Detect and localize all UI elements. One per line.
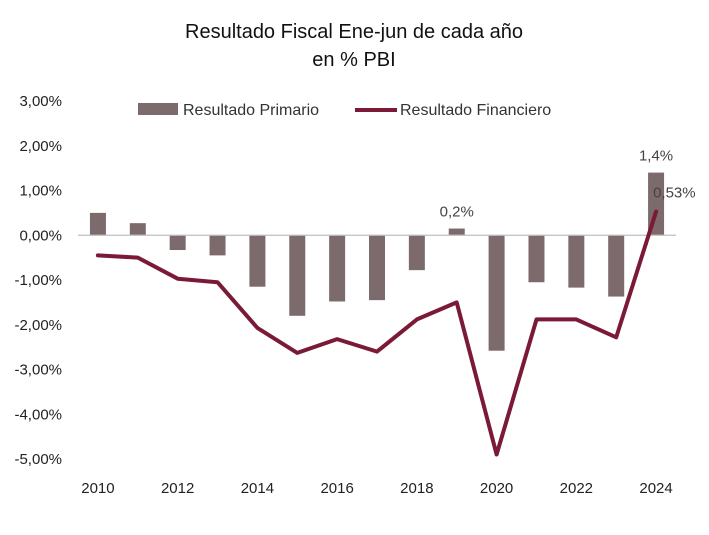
x-tick-label: 2014 <box>241 480 274 497</box>
y-tick-label: 3,00% <box>19 93 62 110</box>
chart-title-line2: en % PBI <box>312 49 395 71</box>
x-tick-label: 2022 <box>560 480 593 497</box>
y-tick-label: 1,00% <box>19 183 62 200</box>
legend-label-financiero: Resultado Financiero <box>400 102 551 119</box>
bar-2021 <box>528 235 545 283</box>
bar-2017 <box>369 235 385 301</box>
y-tick-label: -1,00% <box>14 272 62 289</box>
x-axis-ticks: 2010 2012 2014 2016 2018 2020 2022 2024 <box>81 480 673 497</box>
bar-2016 <box>329 235 346 302</box>
bar-2014 <box>249 235 266 287</box>
y-tick-label: -3,00% <box>14 362 62 379</box>
bar-2013 <box>209 235 226 256</box>
y-tick-label: 2,00% <box>19 138 62 155</box>
bar-2010 <box>89 212 106 236</box>
x-tick-label: 2016 <box>320 480 353 497</box>
bar-2018 <box>408 235 425 271</box>
y-axis-ticks: 3,00% 2,00% 1,00% 0,00% -1,00% -2,00% -3,00% -4… <box>14 93 62 468</box>
legend-swatch-primario <box>138 103 178 115</box>
bar-2015 <box>289 235 306 316</box>
bar-2020 <box>488 235 505 351</box>
y-tick-label: -5,00% <box>14 451 62 468</box>
annotation-label: 0,2% <box>440 204 474 221</box>
x-tick-label: 2012 <box>161 480 194 497</box>
x-tick-label: 2020 <box>480 480 513 497</box>
bar-2019 <box>448 228 465 236</box>
annotation-label: 1,4% <box>639 148 673 165</box>
bar-2012 <box>169 235 186 251</box>
bar-series-primario <box>89 172 665 351</box>
bar-2023 <box>608 235 625 297</box>
chart-title-line1: Resultado Fiscal Ene-jun de cada año <box>185 21 523 43</box>
legend-label-primario: Resultado Primario <box>183 102 319 119</box>
y-tick-label: -2,00% <box>14 317 62 334</box>
y-tick-label: -4,00% <box>14 406 62 423</box>
legend: Resultado Primario Resultado Financiero <box>138 102 551 119</box>
y-tick-label: 0,00% <box>19 227 62 244</box>
x-tick-label: 2010 <box>81 480 114 497</box>
bar-2022 <box>568 235 585 288</box>
x-tick-label: 2018 <box>400 480 433 497</box>
data-annotations: 0,2% 1,4% 0,53% <box>440 148 696 221</box>
x-tick-label: 2024 <box>639 480 672 497</box>
bar-2011 <box>129 223 146 236</box>
line-series-financiero <box>95 209 659 457</box>
annotation-label: 0,53% <box>653 185 696 202</box>
